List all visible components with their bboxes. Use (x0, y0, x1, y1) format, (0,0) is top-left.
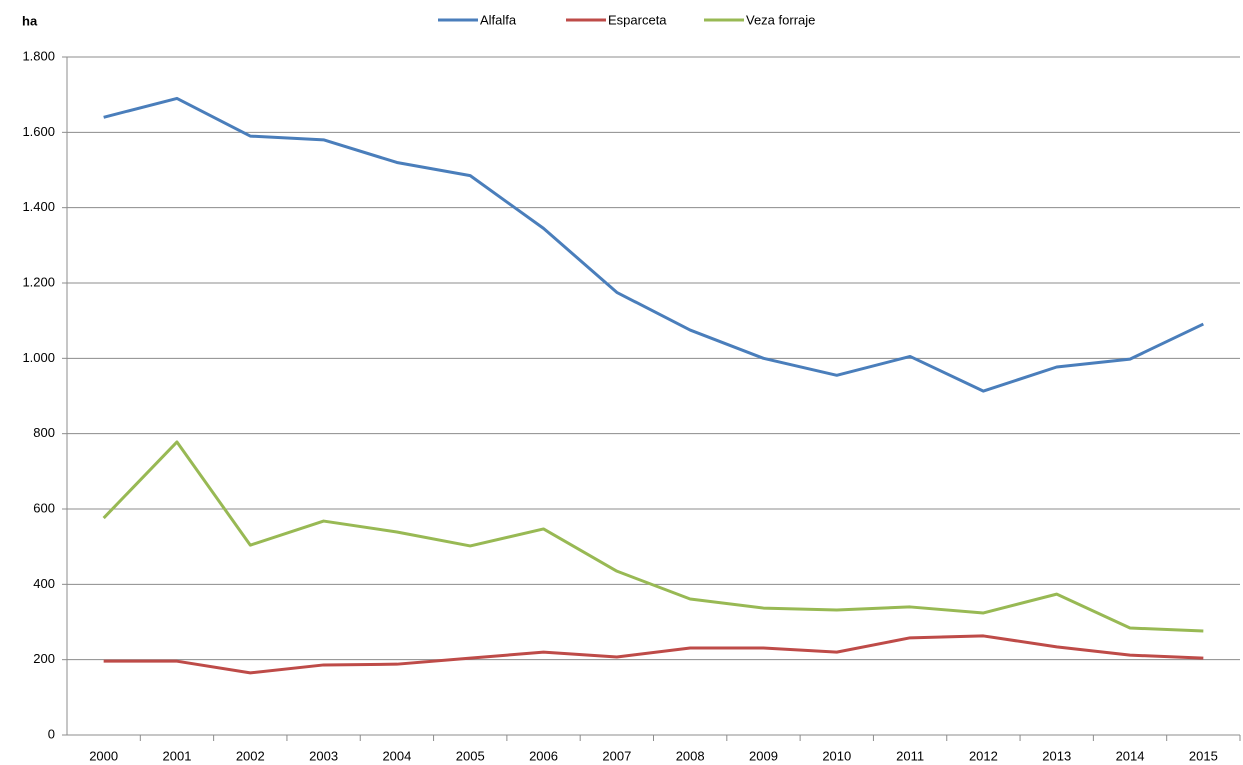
line (102, 440, 1204, 633)
x-tick-label: 2002 (236, 748, 265, 763)
line (103, 634, 1204, 675)
y-tick-label: 1.600 (22, 124, 55, 139)
x-tick-label: 2006 (529, 748, 558, 763)
y-tick-label: 800 (33, 425, 55, 440)
line (103, 96, 1204, 393)
y-tick-label: 200 (33, 651, 55, 666)
x-tick-label: 2010 (822, 748, 851, 763)
x-tick-label: 2011 (896, 748, 924, 763)
x-tick-label: 2014 (1116, 748, 1145, 763)
x-tick-label: 2001 (163, 748, 192, 763)
x-tick-label: 2008 (676, 748, 705, 763)
x-tick-label: 2007 (602, 748, 631, 763)
x-tick-label: 2004 (382, 748, 411, 763)
legend-label: Esparceta (608, 12, 667, 27)
x-tick-label: 2009 (749, 748, 778, 763)
legend-label: Alfalfa (480, 12, 517, 27)
legend-label: Veza forraje (746, 12, 815, 27)
x-tick-label: 2013 (1042, 748, 1071, 763)
x-tick-label: 2003 (309, 748, 338, 763)
x-tick-label: 2015 (1189, 748, 1218, 763)
x-tick-label: 2005 (456, 748, 485, 763)
x-tick-label: 2012 (969, 748, 998, 763)
y-axis-label: ha (22, 13, 38, 28)
y-tick-label: 1.400 (22, 199, 55, 214)
y-tick-label: 1.200 (22, 274, 55, 289)
y-tick-label: 600 (33, 500, 55, 515)
y-tick-label: 1.800 (22, 48, 55, 63)
y-tick-label: 1.000 (22, 350, 55, 365)
y-tick-label: 400 (33, 576, 55, 591)
y-tick-label: 0 (48, 726, 55, 741)
x-tick-label: 2000 (89, 748, 118, 763)
